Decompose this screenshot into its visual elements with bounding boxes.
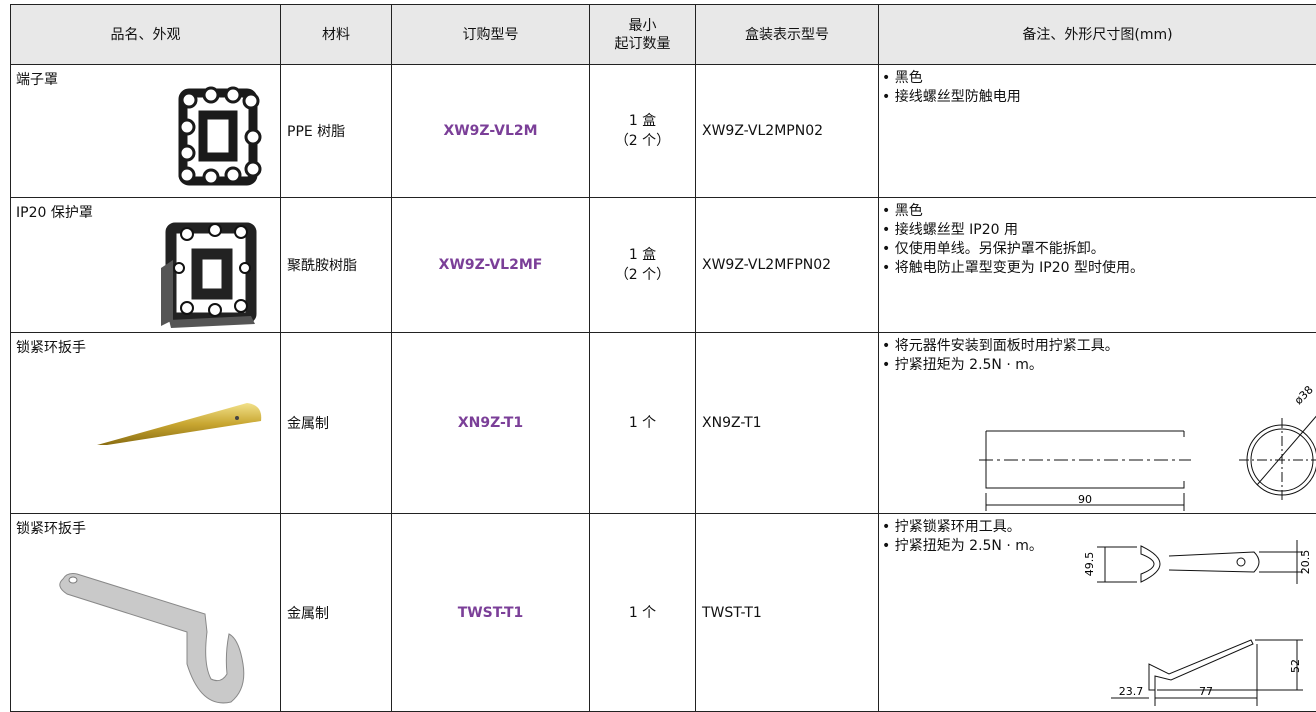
min-qty: 1 个	[590, 514, 696, 712]
material-text: 金属制	[287, 606, 329, 622]
qty: （2 个）	[590, 265, 695, 285]
qty: 1 个	[590, 413, 695, 433]
min-qty: 1 个	[590, 333, 696, 514]
dimension-label: 77	[1199, 685, 1213, 698]
header: 订购型号	[392, 5, 590, 65]
material-text: 金属制	[287, 416, 329, 432]
name-cell: IP20 保护罩	[11, 198, 281, 333]
dimension-label: 20.5	[1299, 550, 1312, 575]
min-qty: 1 盒（2 个）	[590, 198, 696, 333]
box-no-text: XN9Z-T1	[702, 415, 762, 431]
qty: 1 盒	[590, 245, 695, 265]
header-row: 品名、外观 材料 订购型号 最小起订数量 盒装表示型号 备注、外形尺寸图(mm)	[11, 5, 1316, 65]
product-image	[11, 514, 281, 712]
order-no-text[interactable]: XN9Z-T1	[458, 415, 523, 431]
note: • 接线螺丝型 IP20 用	[882, 221, 1144, 240]
order-no-text[interactable]: TWST-T1	[458, 605, 524, 621]
notes-cell: • 黑色• 接线螺丝型 IP20 用• 仅使用单线。另保护罩不能拆卸。• 将触电…	[879, 198, 1316, 333]
note: • 黑色	[882, 202, 1144, 221]
order-no[interactable]: XW9Z-VL2M	[392, 65, 590, 198]
dimension-label: 90	[1078, 493, 1092, 506]
dimension-label: 49.5	[1083, 552, 1096, 577]
dimension-drawing: 90 ø38	[879, 333, 1316, 514]
material: 聚酰胺树脂	[281, 198, 392, 333]
product-image	[11, 65, 281, 198]
notes: • 黑色• 接线螺丝型防触电用	[882, 69, 1021, 107]
qty: 1 个	[590, 603, 695, 623]
box-no: XW9Z-VL2MFPN02	[696, 198, 879, 333]
material: 金属制	[281, 333, 392, 514]
order-no[interactable]: XN9Z-T1	[392, 333, 590, 514]
material: PPE 树脂	[281, 65, 392, 198]
header-text: 备注、外形尺寸图(mm)	[1022, 27, 1172, 43]
name-cell: 锁紧环扳手	[11, 514, 281, 712]
header: 备注、外形尺寸图(mm)	[879, 5, 1316, 65]
note: • 接线螺丝型防触电用	[882, 88, 1021, 107]
notes-cell: • 拧紧锁紧环用工具。• 拧紧扭矩为 2.5N · m。 49.5 20.5 5…	[879, 514, 1316, 712]
note: • 将触电防止罩型变更为 IP20 型时使用。	[882, 259, 1144, 278]
note: • 黑色	[882, 69, 1021, 88]
header-text: 盒装表示型号	[745, 27, 829, 43]
header-text: 材料	[322, 27, 350, 43]
name-cell: 锁紧环扳手	[11, 333, 281, 514]
material-text: PPE 树脂	[287, 124, 345, 140]
dimension-drawing: 49.5 20.5 52 23.7 77	[879, 514, 1316, 712]
header: 盒装表示型号	[696, 5, 879, 65]
notes: • 黑色• 接线螺丝型 IP20 用• 仅使用单线。另保护罩不能拆卸。• 将触电…	[882, 202, 1144, 278]
notes-cell: • 将元器件安装到面板时用拧紧工具。• 拧紧扭矩为 2.5N · m。 90 ø…	[879, 333, 1316, 514]
order-no-text[interactable]: XW9Z-VL2M	[443, 123, 537, 139]
order-no-text[interactable]: XW9Z-VL2MF	[439, 257, 543, 273]
notes-cell: • 黑色• 接线螺丝型防触电用	[879, 65, 1316, 198]
box-no-text: TWST-T1	[702, 605, 762, 621]
material: 金属制	[281, 514, 392, 712]
box-no-text: XW9Z-VL2MPN02	[702, 123, 823, 139]
header: 品名、外观	[11, 5, 281, 65]
row: 端子罩 PPE 树脂 XW9Z-VL2M 1 盒（2 个） XW9Z-VL2MP…	[11, 65, 1316, 198]
header-text: 订购型号	[463, 27, 519, 43]
header-text: 起订数量	[590, 35, 695, 53]
note: • 仅使用单线。另保护罩不能拆卸。	[882, 240, 1144, 259]
header: 最小起订数量	[590, 5, 696, 65]
box-no-text: XW9Z-VL2MFPN02	[702, 257, 831, 273]
accessory-table: 品名、外观 材料 订购型号 最小起订数量 盒装表示型号 备注、外形尺寸图(mm)…	[10, 4, 1316, 712]
order-no[interactable]: XW9Z-VL2MF	[392, 198, 590, 333]
product-image	[11, 198, 281, 333]
header: 材料	[281, 5, 392, 65]
box-no: XW9Z-VL2MPN02	[696, 65, 879, 198]
qty: 1 盒	[590, 111, 695, 131]
box-no: TWST-T1	[696, 514, 879, 712]
order-no[interactable]: TWST-T1	[392, 514, 590, 712]
min-qty: 1 盒（2 个）	[590, 65, 696, 198]
name-cell: 端子罩	[11, 65, 281, 198]
row: IP20 保护罩 聚酰胺树脂 XW9Z-VL2MF 1 盒（2 个） XW9Z-…	[11, 198, 1316, 333]
row: 锁紧环扳手 金属制 XN9Z-T1 1 个 XN9Z-T1 • 将元器件安装到面…	[11, 333, 1316, 514]
dimension-label: 23.7	[1119, 685, 1144, 698]
box-no: XN9Z-T1	[696, 333, 879, 514]
material-text: 聚酰胺树脂	[287, 258, 357, 274]
dimension-label: ø38	[1292, 383, 1316, 407]
row: 锁紧环扳手 金属制 TWST-T1 1 个 TWST-T1 • 拧紧锁紧环用工具…	[11, 514, 1316, 712]
dimension-label: 52	[1289, 659, 1302, 673]
header-text: 品名、外观	[111, 27, 181, 43]
header-text: 最小	[590, 17, 695, 35]
product-image	[11, 333, 281, 514]
qty: （2 个）	[590, 131, 695, 151]
